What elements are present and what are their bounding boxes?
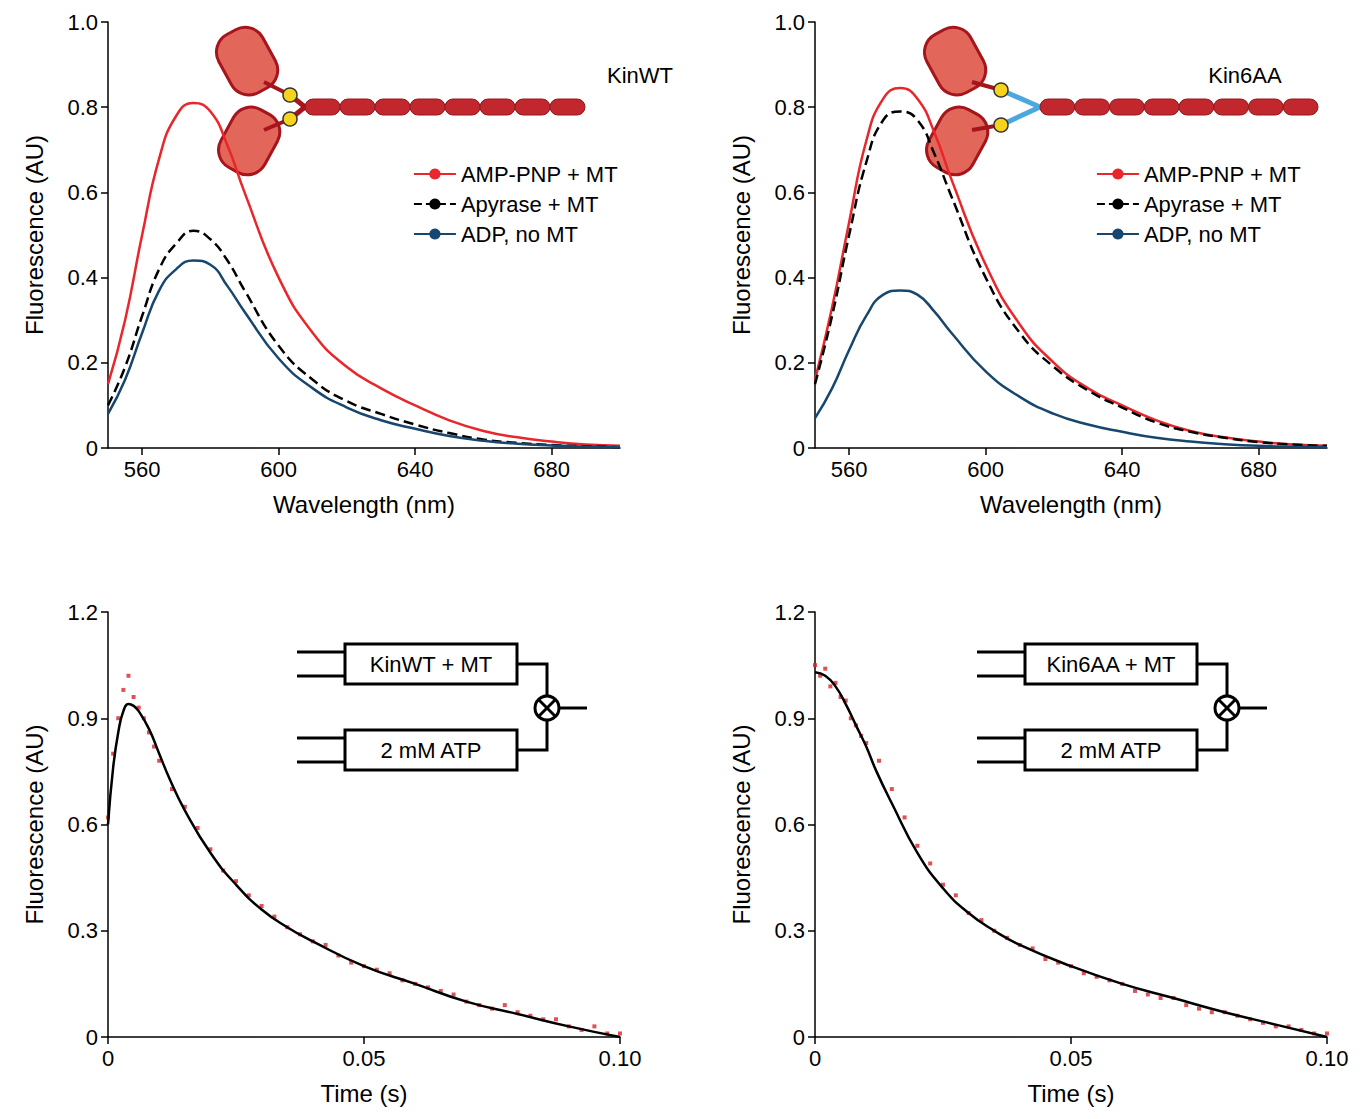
svg-text:0.05: 0.05 (343, 1046, 386, 1071)
svg-text:Apyrase + MT: Apyrase + MT (1144, 192, 1282, 217)
svg-text:0.6: 0.6 (67, 812, 98, 837)
svg-text:AMP-PNP + MT: AMP-PNP + MT (461, 162, 618, 187)
svg-text:1.0: 1.0 (67, 10, 98, 35)
svg-text:0: 0 (793, 1025, 805, 1050)
svg-text:0.8: 0.8 (774, 95, 805, 120)
svg-text:0.3: 0.3 (67, 918, 98, 943)
svg-text:1.2: 1.2 (774, 600, 805, 625)
svg-text:Fluorescence (AU): Fluorescence (AU) (21, 135, 48, 335)
svg-text:0.2: 0.2 (774, 350, 805, 375)
svg-text:0: 0 (793, 436, 805, 461)
svg-text:KinWT + MT: KinWT + MT (370, 652, 492, 677)
svg-text:0: 0 (102, 1046, 114, 1071)
svg-text:0: 0 (86, 1025, 98, 1050)
svg-text:600: 600 (967, 457, 1004, 482)
svg-text:0.05: 0.05 (1050, 1046, 1093, 1071)
svg-text:640: 640 (397, 457, 434, 482)
svg-text:Time (s): Time (s) (320, 1080, 407, 1107)
svg-text:0.10: 0.10 (599, 1046, 642, 1071)
svg-text:0.9: 0.9 (774, 706, 805, 731)
svg-text:Fluorescence (AU): Fluorescence (AU) (728, 724, 755, 924)
svg-text:0.8: 0.8 (67, 95, 98, 120)
svg-text:640: 640 (1104, 457, 1141, 482)
svg-text:0.4: 0.4 (774, 265, 805, 290)
svg-text:Kin6AA + MT: Kin6AA + MT (1046, 652, 1175, 677)
svg-text:600: 600 (260, 457, 297, 482)
svg-text:Apyrase + MT: Apyrase + MT (461, 192, 599, 217)
svg-text:0: 0 (809, 1046, 821, 1071)
svg-text:Wavelength (nm): Wavelength (nm) (273, 491, 455, 518)
svg-text:Wavelength (nm): Wavelength (nm) (980, 491, 1162, 518)
svg-text:1.0: 1.0 (774, 10, 805, 35)
svg-text:0.6: 0.6 (774, 180, 805, 205)
svg-text:1.2: 1.2 (67, 600, 98, 625)
svg-text:0.3: 0.3 (774, 918, 805, 943)
svg-text:ADP, no MT: ADP, no MT (461, 222, 578, 247)
svg-text:680: 680 (533, 457, 570, 482)
svg-text:0.10: 0.10 (1306, 1046, 1349, 1071)
svg-text:Kin6AA: Kin6AA (1208, 63, 1282, 88)
svg-text:560: 560 (124, 457, 161, 482)
svg-text:0.2: 0.2 (67, 350, 98, 375)
svg-text:0: 0 (86, 436, 98, 461)
svg-text:0.6: 0.6 (774, 812, 805, 837)
svg-text:Fluorescence (AU): Fluorescence (AU) (728, 135, 755, 335)
svg-text:680: 680 (1240, 457, 1277, 482)
svg-text:2 mM ATP: 2 mM ATP (380, 738, 481, 763)
svg-text:ADP, no MT: ADP, no MT (1144, 222, 1261, 247)
svg-text:0.4: 0.4 (67, 265, 98, 290)
svg-text:2 mM ATP: 2 mM ATP (1060, 738, 1161, 763)
svg-text:560: 560 (831, 457, 868, 482)
svg-text:Fluorescence (AU): Fluorescence (AU) (21, 724, 48, 924)
svg-text:0.6: 0.6 (67, 180, 98, 205)
svg-text:Time (s): Time (s) (1027, 1080, 1114, 1107)
svg-text:AMP-PNP + MT: AMP-PNP + MT (1144, 162, 1301, 187)
svg-text:0.9: 0.9 (67, 706, 98, 731)
svg-text:KinWT: KinWT (607, 63, 673, 88)
